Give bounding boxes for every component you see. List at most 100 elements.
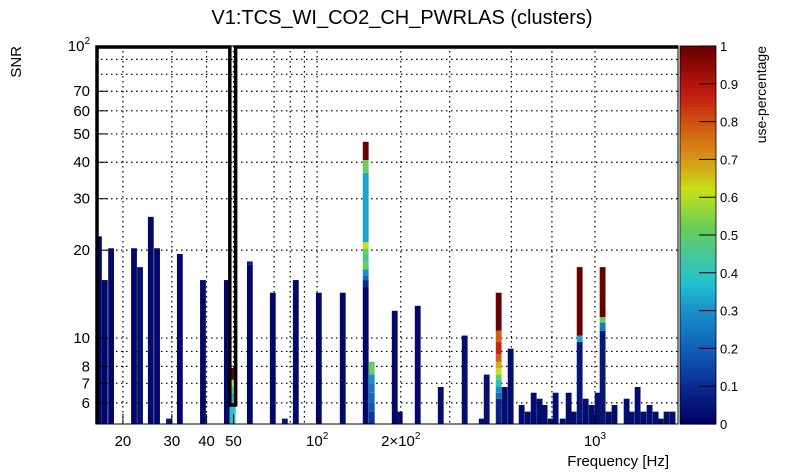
colorbar-cell xyxy=(680,416,716,421)
colorbar-cell xyxy=(680,280,716,285)
colorbar-cell xyxy=(680,106,716,111)
bar-segment xyxy=(582,398,589,424)
bar-segment xyxy=(391,310,398,424)
colorbar-cell xyxy=(680,405,716,410)
bar-segment xyxy=(269,292,276,424)
colorbar-cell xyxy=(680,393,716,399)
colorbar-cell xyxy=(680,174,716,179)
colorbar-cell xyxy=(680,151,716,157)
colorbar-cell xyxy=(680,140,716,145)
bar-segment xyxy=(524,411,531,424)
x-tick-label: 102 xyxy=(306,431,329,450)
bar-segment xyxy=(495,354,502,362)
bar-segment xyxy=(229,379,236,388)
x-tick-label: 2×102 xyxy=(381,431,421,450)
colorbar-cell xyxy=(680,333,716,338)
bar-segment xyxy=(495,392,502,399)
colorbar-cell xyxy=(680,337,716,342)
bar-segment xyxy=(368,411,375,424)
bar-segment xyxy=(640,411,647,424)
y-tick-label: 7 xyxy=(82,375,90,392)
colorbar-cell xyxy=(680,318,716,323)
colorbar-cell xyxy=(680,144,716,149)
y-tick-label: 70 xyxy=(73,83,90,100)
colorbar-cell xyxy=(680,159,716,164)
colorbar-cell xyxy=(680,178,716,183)
bar-segment xyxy=(495,341,502,355)
bar-segment xyxy=(362,287,369,424)
colorbar-cell xyxy=(680,299,716,304)
colorbar-cell xyxy=(680,219,716,225)
colorbar-cell xyxy=(680,95,716,100)
y-tick-label: 60 xyxy=(73,103,90,120)
colorbar-tick-label: 0.7 xyxy=(720,152,738,167)
bar-segment xyxy=(229,367,236,380)
colorbar-cell xyxy=(680,257,716,263)
x-tick-label: 50 xyxy=(225,433,242,450)
colorbar-cell xyxy=(680,132,716,138)
bar-segment xyxy=(576,267,583,336)
colorbar-cell xyxy=(680,284,716,289)
colorbar-cell xyxy=(680,166,716,172)
colorbar-tick-label: 0.4 xyxy=(720,266,738,281)
colorbar-cell xyxy=(680,121,716,126)
colorbar-cell xyxy=(680,386,716,391)
colorbar-cell xyxy=(680,397,716,402)
colorbar-cell xyxy=(680,49,716,55)
colorbar-cell xyxy=(680,303,716,308)
bar-segment xyxy=(518,405,525,424)
bar-segment xyxy=(362,141,369,161)
colorbar-cell xyxy=(680,114,716,119)
bar-segment xyxy=(501,387,508,424)
colorbar-cell xyxy=(680,155,716,160)
bar-segment xyxy=(437,387,444,424)
x-tick-label-exponent: 2 xyxy=(415,431,421,442)
colorbar-cell xyxy=(680,401,716,406)
colorbar-tick-label: 0 xyxy=(720,417,727,432)
bar-segment xyxy=(246,264,253,424)
colorbar-cell xyxy=(680,57,716,62)
bar-segment xyxy=(478,418,485,424)
colorbar-cell xyxy=(680,355,716,361)
colorbar-cell xyxy=(680,102,716,108)
bar-segment xyxy=(599,267,606,318)
colorbar-cell xyxy=(680,185,716,191)
colorbar-cell xyxy=(680,371,716,376)
colorbar-cell xyxy=(680,231,716,236)
colorbar-cell xyxy=(680,197,716,202)
bar-segment xyxy=(339,292,346,424)
bar-segment xyxy=(495,398,502,424)
bar-segment xyxy=(576,341,583,424)
colorbar-label: use-percentage xyxy=(753,46,769,144)
bar-segment xyxy=(652,411,659,424)
colorbar-cell xyxy=(680,83,716,89)
bar-segment xyxy=(315,292,322,424)
colorbar-cell xyxy=(680,182,716,187)
colorbar-cell xyxy=(680,310,716,315)
colorbar-cell xyxy=(680,269,716,274)
colorbar-tick-label: 0.5 xyxy=(720,228,738,243)
colorbar-cell xyxy=(680,378,716,384)
bar-segment xyxy=(396,411,403,424)
bar-segment xyxy=(362,262,369,270)
colorbar-cell xyxy=(680,408,716,414)
bar-segment xyxy=(362,269,369,276)
bar-segment xyxy=(281,418,288,424)
colorbar-cell xyxy=(680,46,716,51)
bar-segment xyxy=(131,248,137,424)
colorbar-cell xyxy=(680,125,716,130)
bar-segment xyxy=(368,402,375,412)
colorbar-cell xyxy=(680,53,716,58)
colorbar-cell xyxy=(680,325,716,331)
colorbar-cell xyxy=(680,306,716,312)
bar-segment xyxy=(605,411,612,424)
bar-segment xyxy=(246,261,253,265)
bar-segment xyxy=(154,248,160,424)
bar-segment xyxy=(362,248,369,255)
bar-segment xyxy=(628,411,635,424)
bar-segment xyxy=(101,280,108,424)
colorbar-cell xyxy=(680,382,716,387)
y-axis-label: SNR xyxy=(8,46,25,78)
colorbar-cell xyxy=(680,117,716,123)
colorbar-cell xyxy=(680,295,716,300)
